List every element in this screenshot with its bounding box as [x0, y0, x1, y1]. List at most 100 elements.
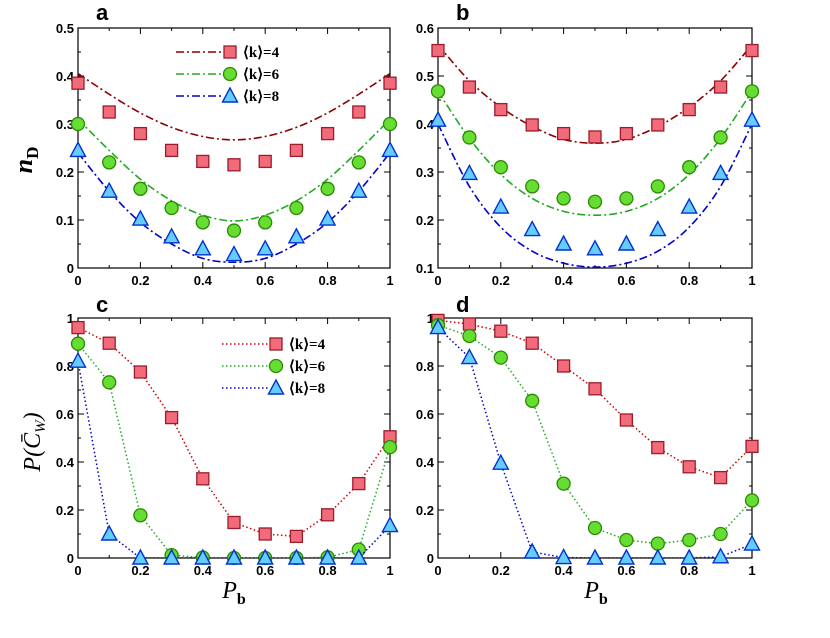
data-point [743, 110, 761, 127]
y-axis-title-a: nD [9, 147, 42, 174]
data-point [320, 508, 335, 522]
y-tick-label: 1 [427, 311, 434, 326]
data-point [287, 548, 306, 565]
legend-marker [267, 378, 285, 395]
y-tick-label: 0.2 [416, 213, 434, 228]
data-point [320, 181, 335, 196]
data-point [617, 234, 636, 251]
x-tick-label: 0 [434, 273, 441, 288]
data-point [743, 534, 761, 551]
data-point [227, 515, 241, 530]
x-tick-label: 0.6 [617, 273, 635, 288]
series-line [78, 326, 390, 538]
series-1 [431, 43, 759, 145]
data-point [586, 548, 604, 565]
data-point [460, 163, 479, 181]
data-point [133, 181, 148, 196]
data-point [587, 194, 603, 209]
data-point [494, 324, 508, 338]
data-point [320, 126, 335, 141]
y-tick-label: 0.4 [416, 117, 435, 132]
x-tick-label: 0 [434, 563, 441, 578]
x-tick-label: 1 [386, 273, 393, 288]
data-point [523, 220, 541, 237]
data-point [493, 160, 508, 175]
data-point [744, 493, 760, 508]
y-tick-label: 0 [67, 261, 74, 276]
data-point [586, 239, 604, 256]
data-point [258, 154, 272, 169]
data-point [651, 118, 665, 132]
y-tick-label: 0.3 [416, 165, 434, 180]
data-point [69, 140, 87, 158]
x-tick-label: 0.2 [131, 273, 149, 288]
series-3 [429, 110, 761, 268]
x-tick-label: 0 [74, 273, 81, 288]
fit-line [438, 44, 752, 145]
x-tick-label: 0.2 [131, 563, 149, 578]
x-tick-label: 0.8 [319, 273, 337, 288]
y-tick-label: 0 [427, 551, 434, 566]
plot-frame [437, 27, 753, 269]
data-point [318, 209, 337, 226]
y-tick-label: 0.2 [56, 165, 74, 180]
data-point [525, 336, 539, 350]
x-tick-label: 0.6 [256, 273, 274, 288]
data-point [289, 529, 304, 544]
data-point [649, 220, 667, 237]
series-2 [430, 318, 760, 551]
data-point [744, 84, 760, 99]
data-point [460, 348, 479, 365]
data-point [131, 548, 150, 565]
y-tick-label: 0.2 [56, 503, 74, 518]
data-point [382, 439, 398, 455]
y-tick-label: 0.4 [56, 455, 75, 470]
data-point [682, 460, 696, 474]
data-point [429, 318, 447, 335]
data-point [100, 181, 118, 198]
legend-marker [222, 66, 238, 82]
data-point [164, 410, 179, 425]
legend-label: ⟨k⟩=4 [289, 337, 326, 353]
data-point [587, 520, 603, 536]
x-tick-label: 0.8 [319, 563, 337, 578]
fit-line [438, 90, 752, 217]
panel-label: a [96, 0, 109, 25]
x-tick-label: 0.4 [194, 273, 213, 288]
data-point [619, 126, 634, 141]
data-point [69, 351, 87, 368]
data-point [100, 524, 118, 541]
data-point [713, 470, 728, 485]
data-point [258, 527, 272, 541]
x-tick-label: 0.4 [555, 563, 574, 578]
data-point [462, 80, 477, 94]
data-point [352, 476, 366, 491]
y-tick-label: 0.1 [416, 261, 434, 276]
data-point [430, 84, 446, 99]
x-tick-label: 1 [748, 273, 755, 288]
legend-label: ⟨k⟩=8 [289, 381, 325, 397]
data-point [588, 130, 602, 144]
legend-marker [221, 86, 239, 103]
series-2 [430, 84, 760, 217]
x-axis-title-c: Pb [221, 578, 246, 608]
data-point [649, 548, 667, 565]
series-1 [71, 320, 397, 544]
y-tick-label: 0 [67, 551, 74, 566]
y-axis-title-c: P(C̄W) [20, 412, 49, 472]
panel-c: 0 0.2 0.4 0.6 0.8 100.20.40.60.81c⟨k⟩=4⟨k⟩=6⟨… [56, 292, 399, 578]
fit-line [78, 152, 390, 264]
data-point [164, 143, 179, 158]
data-point [225, 245, 243, 262]
data-point [102, 155, 117, 170]
data-point [651, 440, 665, 455]
data-point [492, 197, 510, 214]
data-point [680, 548, 698, 565]
y-tick-label: 0.8 [56, 359, 74, 374]
x-tick-label: 0.8 [680, 273, 698, 288]
data-point [227, 158, 241, 172]
data-point [164, 200, 179, 216]
data-point [525, 393, 540, 408]
data-point [429, 110, 447, 127]
data-point [525, 179, 540, 194]
